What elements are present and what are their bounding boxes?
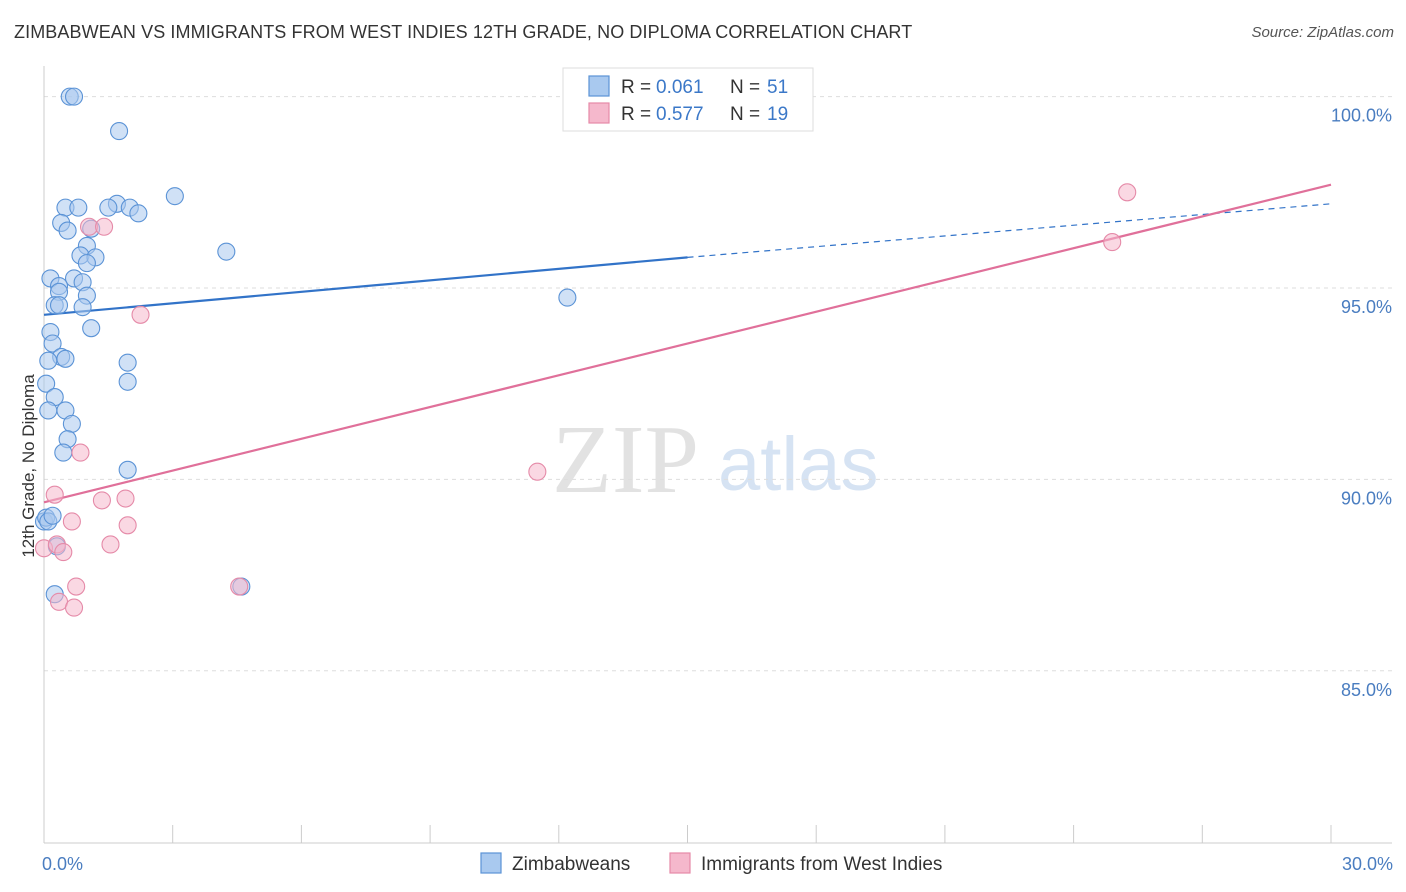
zimbabweans-point-26 [49,296,69,315]
chart-title: ZIMBABWEAN VS IMMIGRANTS FROM WEST INDIE… [14,22,913,42]
legend-n-value-1: 51 [767,77,788,98]
legend-n-label-2: N = [730,104,760,125]
bottom-legend-label-west-indies: Immigrants from West Indies [701,854,942,875]
zimbabweans-point-28 [82,319,101,338]
zimbabweans-trend-extension [687,203,1332,258]
x-tick-label-0: 0.0% [42,854,83,874]
watermark-atlas: atlas [718,422,879,507]
legend-r-value-1: 0.061 [656,77,704,98]
west-indies-point-9 [116,489,135,508]
zimbabweans-point-7 [69,198,88,217]
bottom-legend-swatch-blue [480,852,502,874]
x-tick-label-1: 30.0% [1342,854,1393,874]
legend-r-label-2: R = [621,104,651,125]
y-tick-labels: 85.0% 90.0% 95.0% 100.0% [1331,106,1392,700]
bottom-legend-swatch-pink [669,852,691,874]
zimbabweans-point-35 [118,372,137,391]
zimbabweans-point-2 [110,122,129,141]
y-tick-label-3: 100.0% [1331,106,1392,126]
west-indies-point-4 [131,305,150,324]
series-west-indies-points [34,183,1137,617]
zimbabweans-point-43 [118,460,137,479]
gridlines [44,96,1392,672]
legend-n-value-2: 19 [767,104,788,125]
source-credit: Source: ZipAtlas.com [1251,24,1394,41]
west-indies-point-16 [67,577,86,596]
y-axis-label: 12th Grade, No Diploma [19,374,38,558]
correlation-legend: R = 0.061 N = 51 R = 0.577 N = 19 [562,67,814,132]
west-indies-point-10 [62,512,81,531]
west-indies-point-15 [101,535,120,554]
axes [43,66,1392,844]
zimbabweans-point-24 [558,288,577,307]
west-indies-point-18 [49,592,69,611]
legend-swatch-blue [588,75,610,97]
zimbabweans-point-3 [165,187,184,206]
zimbabweans-point-1 [64,87,84,106]
west-indies-point-14 [54,543,73,562]
zimbabweans-point-14 [217,242,236,261]
y-tick-label-2: 95.0% [1341,297,1392,317]
zimbabweans-point-33 [118,353,137,372]
y-tick-label-0: 85.0% [1341,680,1392,700]
west-indies-point-8 [92,491,111,510]
zimbabweans-point-11 [58,221,77,240]
zimbabweans-point-8 [99,198,118,217]
west-indies-point-0 [1118,183,1137,202]
zimbabweans-point-36 [37,374,56,393]
zimbabweans-point-30 [43,334,62,353]
bottom-legend-label-zimbabweans: Zimbabweans [512,854,630,875]
watermark-zip: ZIP [552,406,699,514]
west-indies-point-1 [79,217,99,236]
zimbabweans-point-27 [73,298,92,317]
west-indies-point-3 [1103,233,1122,252]
zimbabweans-point-34 [39,351,58,370]
zimbabweans-point-50 [43,506,62,525]
west-indies-point-19 [64,598,84,617]
west-indies-point-2 [95,217,114,236]
series-zimbabweans-points [34,87,577,604]
y-tick-label-1: 90.0% [1341,488,1392,508]
zimbabweans-point-40 [62,414,81,433]
legend-swatch-pink [588,102,610,124]
x-tick-labels: 0.0% 30.0% [42,854,1393,874]
legend-r-value-2: 0.577 [656,104,704,125]
series-legend: Zimbabweans Immigrants from West Indies [480,852,942,875]
zimbabweans-trend-line [43,256,688,316]
legend-r-label-1: R = [621,77,651,98]
zimbabweans-point-9 [129,204,148,223]
zimbabweans-point-17 [77,254,96,273]
zimbabweans-point-42 [54,443,73,462]
west-indies-point-17 [230,577,249,596]
west-indies-point-7 [45,485,64,504]
zimbabweans-point-32 [56,349,75,368]
west-indies-point-11 [118,516,137,535]
legend-n-label-1: N = [730,77,760,98]
west-indies-point-6 [528,462,547,481]
zimbabweans-point-39 [39,401,58,420]
west-indies-point-5 [71,443,90,462]
